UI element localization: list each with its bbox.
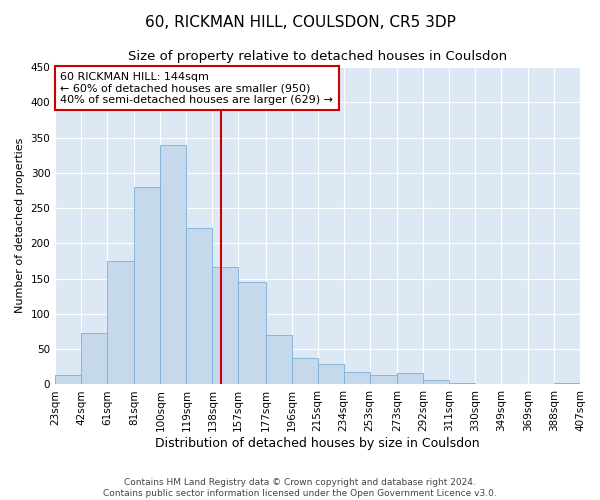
Y-axis label: Number of detached properties: Number of detached properties [15,138,25,314]
Bar [212,266,238,384]
Bar [238,282,266,384]
Bar [81,333,107,384]
Bar [266,335,292,384]
Bar [292,358,317,384]
Bar [397,373,423,384]
X-axis label: Distribution of detached houses by size in Coulsdon: Distribution of detached houses by size … [155,437,480,450]
Text: Contains HM Land Registry data © Crown copyright and database right 2024.
Contai: Contains HM Land Registry data © Crown c… [103,478,497,498]
Bar [344,372,370,384]
Bar [134,187,160,384]
Bar [370,376,397,384]
Bar [160,144,187,384]
Bar [554,383,580,384]
Bar [55,376,81,384]
Bar [107,261,134,384]
Bar [317,364,344,384]
Bar [423,380,449,384]
Text: 60, RICKMAN HILL, COULSDON, CR5 3DP: 60, RICKMAN HILL, COULSDON, CR5 3DP [145,15,455,30]
Text: 60 RICKMAN HILL: 144sqm
← 60% of detached houses are smaller (950)
40% of semi-d: 60 RICKMAN HILL: 144sqm ← 60% of detache… [61,72,334,105]
Title: Size of property relative to detached houses in Coulsdon: Size of property relative to detached ho… [128,50,507,63]
Bar [187,228,212,384]
Bar [449,383,475,384]
